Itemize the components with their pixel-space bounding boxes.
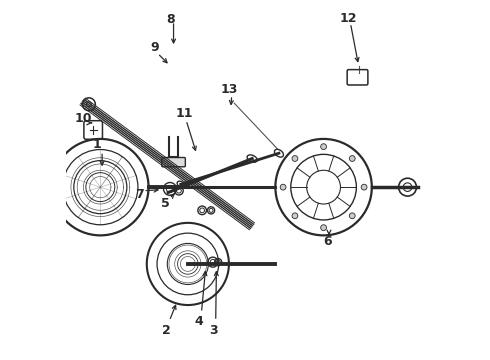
Circle shape [292, 213, 298, 219]
Text: 2: 2 [162, 324, 171, 337]
Circle shape [361, 184, 367, 190]
Circle shape [349, 156, 355, 161]
Text: 7: 7 [135, 188, 144, 201]
Circle shape [320, 144, 326, 149]
Circle shape [349, 213, 355, 219]
Text: 5: 5 [161, 197, 170, 210]
FancyBboxPatch shape [162, 157, 185, 167]
Text: 8: 8 [167, 13, 175, 26]
Circle shape [320, 225, 326, 230]
Circle shape [280, 184, 286, 190]
Text: 6: 6 [323, 235, 331, 248]
Text: 10: 10 [75, 112, 92, 125]
Text: 11: 11 [175, 107, 193, 120]
Text: 12: 12 [339, 12, 357, 25]
Text: 3: 3 [209, 324, 218, 337]
Text: 4: 4 [195, 315, 204, 328]
Text: 1: 1 [93, 138, 101, 151]
Circle shape [292, 156, 298, 161]
Text: 13: 13 [220, 84, 238, 96]
Text: 9: 9 [150, 41, 159, 54]
